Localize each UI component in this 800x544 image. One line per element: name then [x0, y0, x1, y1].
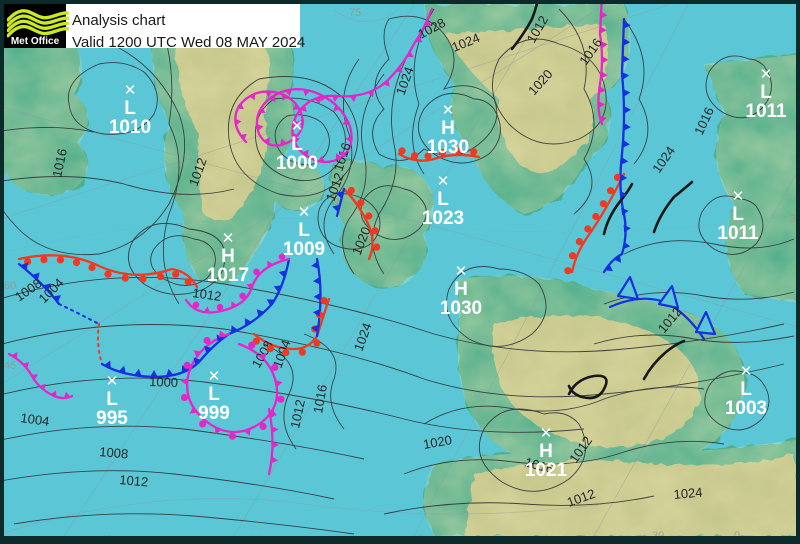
- svg-text:30: 30: [250, 534, 262, 536]
- svg-text:30: 30: [789, 213, 796, 225]
- svg-text:45: 45: [4, 360, 16, 372]
- svg-text:75: 75: [349, 7, 361, 19]
- svg-text:30: 30: [652, 530, 664, 536]
- svg-text:1024: 1024: [673, 485, 703, 502]
- svg-text:1012: 1012: [119, 472, 149, 489]
- svg-text:15: 15: [412, 534, 424, 536]
- svg-text:45: 45: [100, 534, 112, 536]
- svg-text:1008: 1008: [99, 444, 129, 461]
- svg-text:0: 0: [734, 530, 740, 536]
